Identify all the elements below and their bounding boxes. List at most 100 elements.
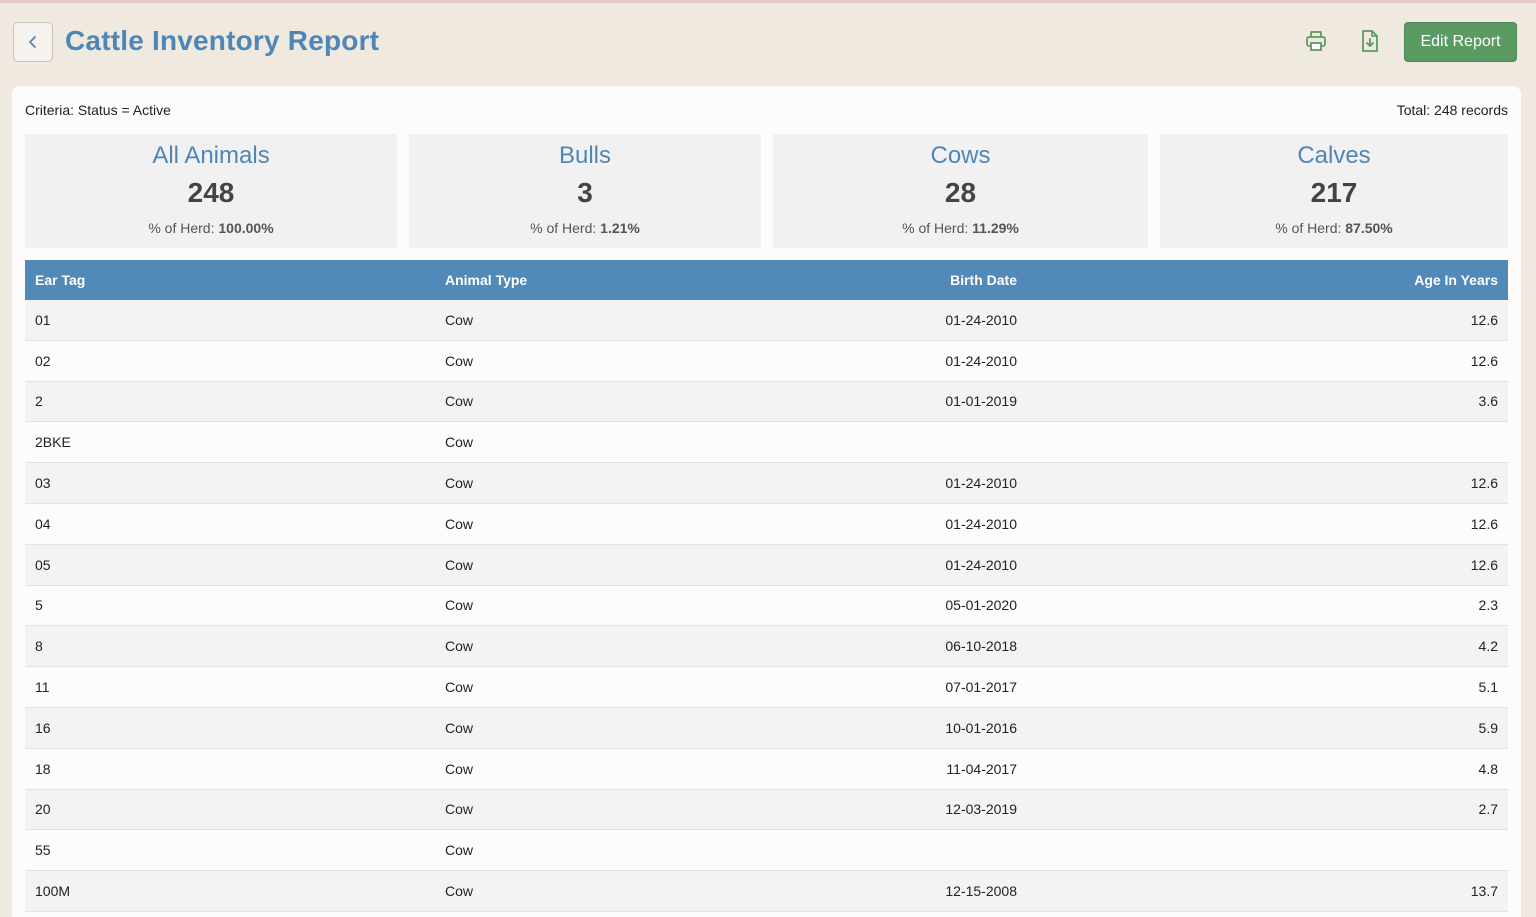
cell-ear-tag: 02 <box>35 352 51 369</box>
cell-animal-type: Cow <box>445 597 474 614</box>
stat-count: 248 <box>187 177 235 208</box>
report-header: Cattle Inventory Report Edit Report <box>0 3 1536 83</box>
cell-ear-tag: 05 <box>35 556 51 573</box>
cell-animal-type: Cow <box>445 638 474 655</box>
table-row[interactable]: 18 Cow 11-04-2017 4.8 <box>25 748 1508 790</box>
cell-ear-tag: 11 <box>35 679 50 696</box>
inventory-table: Ear Tag Animal Type Birth Date Age In Ye… <box>25 260 1508 912</box>
report-card: Criteria: Status = Active Total: 248 rec… <box>12 86 1521 917</box>
cell-birth-date: 06-10-2018 <box>945 638 1017 655</box>
cell-age: 4.2 <box>1478 638 1498 655</box>
table-row[interactable]: 01 Cow 01-24-2010 12.6 <box>25 300 1508 341</box>
table-row[interactable]: 04 Cow 01-24-2010 12.6 <box>25 503 1508 545</box>
cell-birth-date: 12-03-2019 <box>945 801 1017 818</box>
table-row[interactable]: 03 Cow 01-24-2010 12.6 <box>25 463 1508 504</box>
column-header-age[interactable]: Age In Years <box>1414 272 1498 288</box>
cell-animal-type: Cow <box>445 801 474 818</box>
stat-card-bulls: Bulls 3 % of Herd: 1.21% <box>409 134 761 248</box>
cell-animal-type: Cow <box>445 556 474 573</box>
cell-animal-type: Cow <box>445 311 474 328</box>
cell-animal-type: Cow <box>445 679 474 696</box>
criteria-text: Criteria: Status = Active <box>25 102 171 118</box>
cell-birth-date: 11-04-2017 <box>946 760 1017 777</box>
table-row[interactable]: 5 Cow 05-01-2020 2.3 <box>25 585 1508 627</box>
cell-animal-type: Cow <box>445 719 474 736</box>
cell-ear-tag: 8 <box>35 638 43 655</box>
cell-ear-tag: 100M <box>35 883 71 900</box>
cell-birth-date: 01-24-2010 <box>945 475 1017 492</box>
stat-percent: % of Herd: 87.50% <box>1275 220 1393 236</box>
stat-label: All Animals <box>152 142 270 169</box>
table-row[interactable]: 8 Cow 06-10-2018 4.2 <box>25 626 1508 668</box>
cell-age: 12.6 <box>1470 556 1498 573</box>
stat-count: 28 <box>944 177 977 208</box>
cell-age: 12.6 <box>1470 515 1498 532</box>
cell-ear-tag: 20 <box>35 801 51 818</box>
table-row[interactable]: 2BKE Cow <box>25 422 1508 464</box>
cell-ear-tag: 03 <box>35 475 51 492</box>
column-header-ear-tag[interactable]: Ear Tag <box>35 272 86 288</box>
cell-birth-date: 01-24-2010 <box>945 311 1017 328</box>
cell-ear-tag: 2 <box>35 393 43 410</box>
cell-animal-type: Cow <box>445 475 474 492</box>
stat-percent: % of Herd: 100.00% <box>148 220 274 236</box>
cell-ear-tag: 01 <box>35 311 51 328</box>
table-row[interactable]: 20 Cow 12-03-2019 2.7 <box>25 789 1508 831</box>
chevron-left-icon <box>29 36 36 48</box>
cell-animal-type: Cow <box>445 760 474 777</box>
print-button[interactable] <box>1300 25 1332 57</box>
cell-birth-date: 07-01-2017 <box>945 679 1017 696</box>
table-row[interactable]: 05 Cow 01-24-2010 12.6 <box>25 544 1508 586</box>
cell-birth-date: 01-24-2010 <box>945 352 1017 369</box>
table-header: Ear Tag Animal Type Birth Date Age In Ye… <box>25 260 1508 300</box>
cell-age: 12.6 <box>1470 352 1498 369</box>
column-header-birth-date[interactable]: Birth Date <box>950 272 1017 288</box>
cell-animal-type: Cow <box>445 842 474 859</box>
table-body: 01 Cow 01-24-2010 12.6 02 Cow 01-24-2010 12.6 2 C… <box>25 300 1508 912</box>
stat-card-all-animals: All Animals 248 % of Herd: 100.00% <box>25 134 397 248</box>
total-records: Total: 248 records <box>1396 102 1508 118</box>
table-row[interactable]: 100M Cow 12-15-2008 13.7 <box>25 871 1508 912</box>
download-button[interactable] <box>1354 25 1386 57</box>
cell-birth-date: 01-24-2010 <box>945 515 1017 532</box>
cell-ear-tag: 18 <box>35 760 51 777</box>
cell-birth-date: 10-01-2016 <box>945 719 1017 736</box>
cell-age: 12.6 <box>1470 475 1498 492</box>
cell-animal-type: Cow <box>445 515 474 532</box>
back-button[interactable] <box>13 22 53 62</box>
stat-card-cows: Cows 28 % of Herd: 11.29% <box>773 134 1148 248</box>
cell-birth-date: 12-15-2008 <box>945 883 1017 900</box>
stat-label: Calves <box>1297 142 1371 169</box>
table-row[interactable]: 55 Cow <box>25 830 1508 872</box>
cell-age: 13.7 <box>1470 883 1498 900</box>
cell-age: 5.9 <box>1478 719 1498 736</box>
cell-age: 4.8 <box>1478 760 1498 777</box>
stat-count: 217 <box>1310 177 1358 208</box>
table-row[interactable]: 16 Cow 10-01-2016 5.9 <box>25 707 1508 749</box>
cell-age: 2.3 <box>1478 597 1498 614</box>
column-header-animal-type[interactable]: Animal Type <box>445 272 528 288</box>
cell-ear-tag: 5 <box>35 597 43 614</box>
cell-ear-tag: 16 <box>35 719 51 736</box>
table-row[interactable]: 11 Cow 07-01-2017 5.1 <box>25 667 1508 708</box>
table-row[interactable]: 02 Cow 01-24-2010 12.6 <box>25 340 1508 382</box>
cell-birth-date: 05-01-2020 <box>945 597 1017 614</box>
cell-age: 3.6 <box>1478 393 1498 410</box>
cell-age: 12.6 <box>1470 311 1498 328</box>
cell-birth-date: 01-01-2019 <box>945 393 1017 410</box>
cell-ear-tag: 2BKE <box>35 434 71 451</box>
stat-percent: % of Herd: 11.29% <box>902 220 1019 236</box>
table-row[interactable]: 2 Cow 01-01-2019 3.6 <box>25 381 1508 423</box>
cell-animal-type: Cow <box>445 352 474 369</box>
stat-card-calves: Calves 217 % of Herd: 87.50% <box>1160 134 1508 248</box>
cell-animal-type: Cow <box>445 434 474 451</box>
page-title: Cattle Inventory Report <box>65 25 380 56</box>
edit-report-button[interactable]: Edit Report <box>1404 22 1517 62</box>
file-download-icon <box>1362 30 1378 52</box>
cell-birth-date: 01-24-2010 <box>945 556 1017 573</box>
stat-count: 3 <box>577 177 593 208</box>
stat-label: Cows <box>930 142 991 169</box>
stat-label: Bulls <box>558 142 612 169</box>
cell-ear-tag: 55 <box>35 842 51 859</box>
cell-ear-tag: 04 <box>35 515 51 532</box>
